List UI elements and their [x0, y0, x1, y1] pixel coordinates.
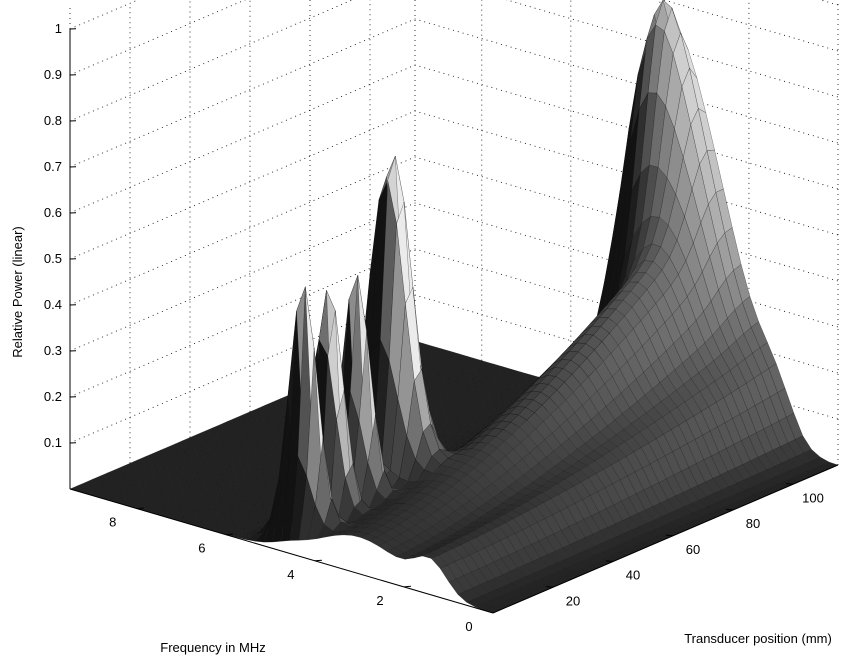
axes: 0.1 0.2 0.3 0.4 0.5 0.6 0.7 0.8 0.9 1 0 2 4 6 8 20 40 6…	[44, 21, 839, 634]
y-tick-mark	[545, 586, 554, 588]
grid-line-z	[69, 0, 839, 76]
y-tick-label: 40	[626, 568, 640, 583]
z-axis-ticks: 0.1 0.2 0.3 0.4 0.5 0.6 0.7 0.8 0.9 1	[44, 21, 77, 489]
z-tick-label: 0.1	[44, 435, 62, 450]
y-tick-label: 100	[802, 490, 824, 505]
x-axis-line	[69, 488, 494, 614]
x-tick-label: 8	[109, 515, 116, 530]
z-tick-label: 1	[55, 21, 62, 36]
z-tick-label: 0.7	[44, 159, 62, 174]
grid-line-z	[69, 0, 839, 122]
grid-line-z	[69, 18, 839, 168]
y-axis-label: Transducer position (mm)	[684, 631, 832, 646]
z-tick-label: 0.8	[44, 113, 62, 128]
z-axis-label: Relative Power (linear)	[10, 226, 25, 358]
y-tick-label: 60	[686, 542, 700, 557]
grid-line-z	[69, 202, 839, 352]
x-tick-label: 6	[198, 541, 205, 556]
grid-line-z	[69, 156, 839, 306]
surface-mesh	[69, 0, 839, 614]
grid-line-z	[69, 0, 839, 30]
z-tick-label: 0.4	[44, 297, 62, 312]
y-tick-mark	[725, 508, 734, 511]
y-axis-line	[492, 464, 839, 614]
y-axis-ticks: 20 40 60 80 100	[492, 464, 839, 614]
x-tick-label: 4	[287, 567, 294, 582]
x-axis-label: Frequency in MHz	[160, 640, 265, 655]
grid-line-z	[69, 248, 839, 398]
z-tick-label: 0.2	[44, 389, 62, 404]
x-tick-mark	[403, 585, 411, 588]
y-tick-label: 20	[566, 593, 580, 608]
x-tick-label: 2	[376, 593, 383, 608]
x-tick-label: 0	[465, 619, 472, 634]
z-tick-label: 0.5	[44, 251, 62, 266]
y-tick-label: 80	[746, 516, 760, 531]
y-tick-mark	[665, 534, 674, 537]
y-tick-mark	[785, 483, 794, 485]
z-tick-label: 0.9	[44, 67, 62, 82]
z-tick-label: 0.3	[44, 343, 62, 358]
x-tick-mark	[136, 507, 144, 510]
y-tick-mark	[605, 560, 614, 563]
x-axis-ticks: 0 2 4 6 8	[69, 488, 494, 634]
x-tick-mark	[314, 559, 322, 562]
z-tick-label: 0.6	[44, 205, 62, 220]
x-tick-mark	[225, 533, 233, 536]
